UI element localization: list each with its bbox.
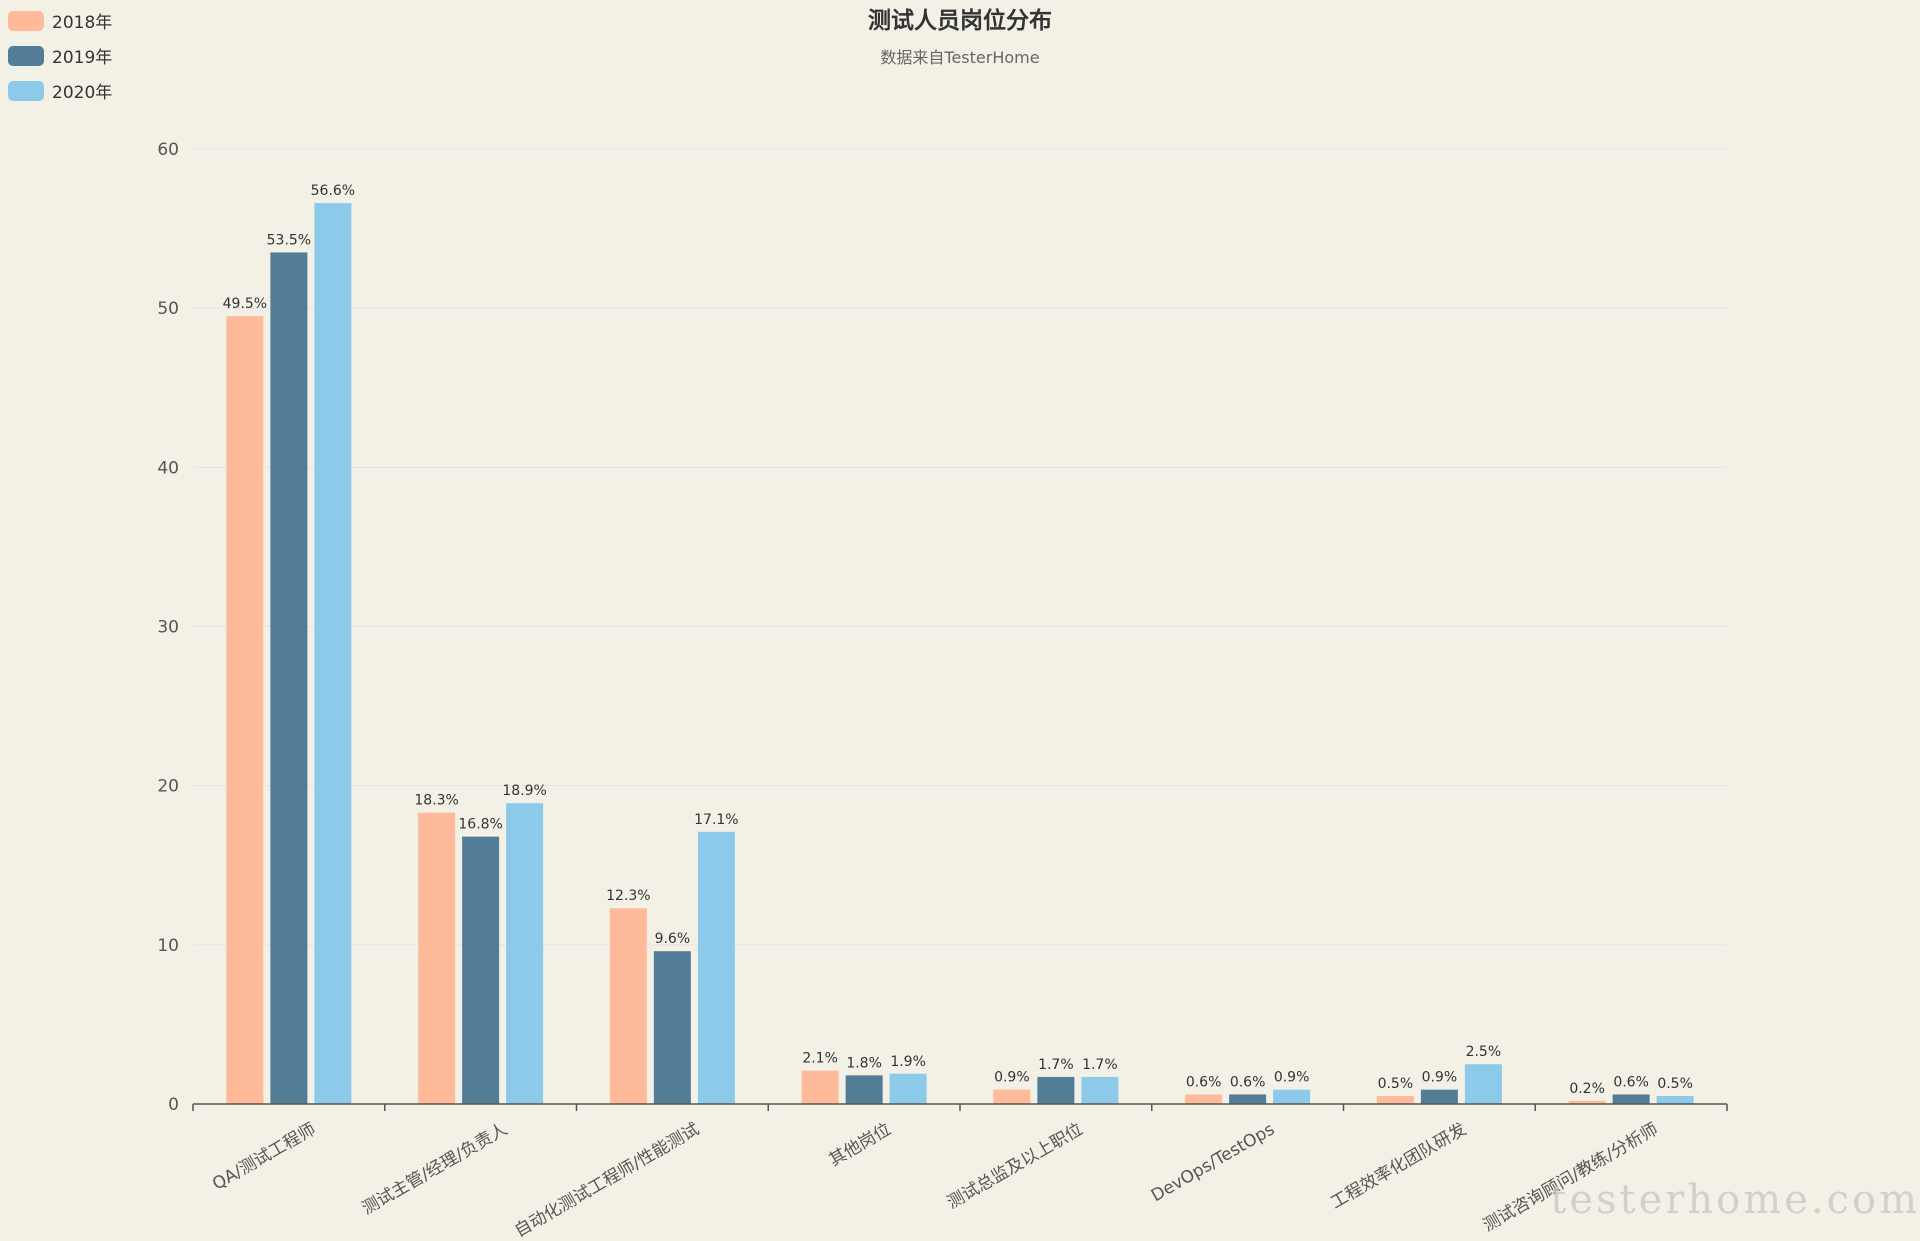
bar [1081,1076,1119,1104]
data-label: 1.9% [890,1054,926,1070]
data-label: 0.6% [1230,1074,1266,1090]
bar [993,1089,1031,1104]
bar [609,908,647,1104]
bar [1568,1100,1606,1104]
data-label: 18.3% [414,793,458,809]
legend-label-2019: 2019年 [52,48,113,68]
data-label: 2.1% [802,1051,838,1067]
data-label: 16.8% [458,817,502,833]
x-axis: QA/测试工程师 测试主管/经理/负责人 自动化测试工程师/性能测试 其他岗位 测试总监… [192,1103,1728,1241]
data-label: 17.1% [694,812,738,828]
legend-item-2018[interactable]: 2018年 [8,8,112,33]
data-label: 0.9% [994,1070,1030,1086]
y-tick-label: 40 [157,458,179,478]
data-label: 18.9% [502,783,546,799]
y-tick-label: 0 [168,1095,179,1115]
bar [1037,1076,1075,1104]
data-label: 0.9% [1422,1070,1458,1086]
data-label: 0.9% [1274,1070,1310,1086]
y-tick-label: 50 [157,299,179,319]
x-tick-label: 测试主管/经理/负责人 [359,1119,511,1219]
chart-title: 测试人员岗位分布 [868,7,1052,34]
bar [1273,1089,1311,1104]
legend-item-2019[interactable]: 2019年 [8,43,112,68]
data-label: 0.6% [1613,1074,1649,1090]
x-tick-label: 工程效率化团队研发 [1327,1119,1470,1213]
legend-swatch-2019 [8,45,44,66]
bar [314,203,352,1104]
bar [697,831,735,1104]
data-label: 1.7% [1038,1057,1074,1073]
bar [1420,1089,1458,1104]
y-tick-label: 30 [157,618,179,638]
grid-lines [193,148,1727,946]
bar [889,1073,927,1104]
y-axis: 0 10 20 30 40 50 60 [157,140,179,1115]
legend-swatch-2018 [8,10,44,31]
legend-item-2020[interactable]: 2020年 [8,78,112,103]
y-tick-label: 10 [157,936,179,956]
y-tick-label: 20 [157,777,179,797]
data-label: 49.5% [223,296,267,312]
data-label: 0.5% [1657,1076,1693,1092]
chart-subtitle: 数据来自TesterHome [880,48,1039,67]
x-tick-label: 测试总监及以上职位 [944,1119,1087,1213]
data-label: 0.6% [1186,1074,1222,1090]
legend-label-2018: 2018年 [52,13,113,33]
bar [1185,1094,1223,1104]
bar [845,1075,883,1104]
legend-swatch-2020 [8,80,44,101]
bar [506,803,544,1104]
data-label: 9.6% [655,931,691,947]
bar [1656,1096,1694,1104]
bar [270,252,308,1105]
data-label: 0.2% [1569,1081,1605,1097]
data-label: 1.7% [1082,1057,1118,1073]
bars: 49.5% 53.5% 56.6% 18.3%16.8% 18.9% 12.3% 9.6% 1… [223,183,1694,1105]
legend-label-2020: 2020年 [52,83,113,103]
bar [1612,1094,1650,1104]
bar [801,1070,839,1104]
data-label: 12.3% [606,888,650,904]
bar [653,951,691,1104]
bar [1464,1064,1502,1104]
watermark: testerhome.com [1550,1177,1920,1223]
bar [226,316,264,1104]
data-label: 53.5% [267,232,311,248]
x-tick-label: DevOps/TestOps [1148,1119,1278,1206]
data-label: 2.5% [1466,1044,1502,1060]
x-tick-label: 自动化测试工程师/性能测试 [511,1119,703,1241]
data-label: 56.6% [311,183,355,199]
y-tick-label: 60 [157,140,179,160]
data-label: 1.8% [846,1055,882,1071]
data-label: 0.5% [1378,1076,1414,1092]
x-tick-label: QA/测试工程师 [209,1119,319,1194]
bar [1376,1096,1414,1104]
legend: 2018年 2019年 2020年 [8,8,112,103]
bar [462,836,500,1104]
bar [1229,1094,1267,1104]
x-tick-label: 其他岗位 [826,1119,895,1170]
bar [418,812,456,1104]
